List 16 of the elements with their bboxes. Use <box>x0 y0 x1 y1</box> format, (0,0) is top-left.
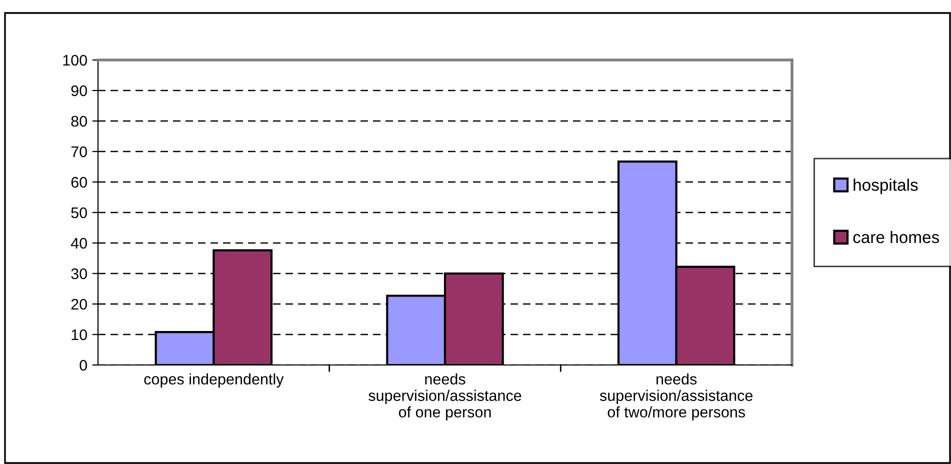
y-tick-label: 100 <box>63 54 87 66</box>
y-tick-label: 90 <box>71 85 87 96</box>
y-tick-label: 70 <box>71 146 87 158</box>
y-tick-label: 30 <box>71 268 87 280</box>
x-tick-label: needs supervision/assistance of one person <box>368 373 522 420</box>
x-tick-label: needs supervision/assistance of two/more persons <box>600 373 753 420</box>
y-tick-label: 40 <box>70 238 87 249</box>
legend-label: care homes <box>853 230 940 244</box>
y-tick-label: 50 <box>71 207 87 218</box>
x-tick-label: copes independently <box>144 373 284 388</box>
legend-label: hospitals <box>854 178 918 194</box>
y-tick-label: 0 <box>80 360 87 371</box>
y-tick-label: 60 <box>71 176 87 188</box>
y-tick-label: 80 <box>71 116 87 127</box>
y-tick-label: 10 <box>72 329 87 340</box>
y-tick-label: 20 <box>71 298 87 310</box>
